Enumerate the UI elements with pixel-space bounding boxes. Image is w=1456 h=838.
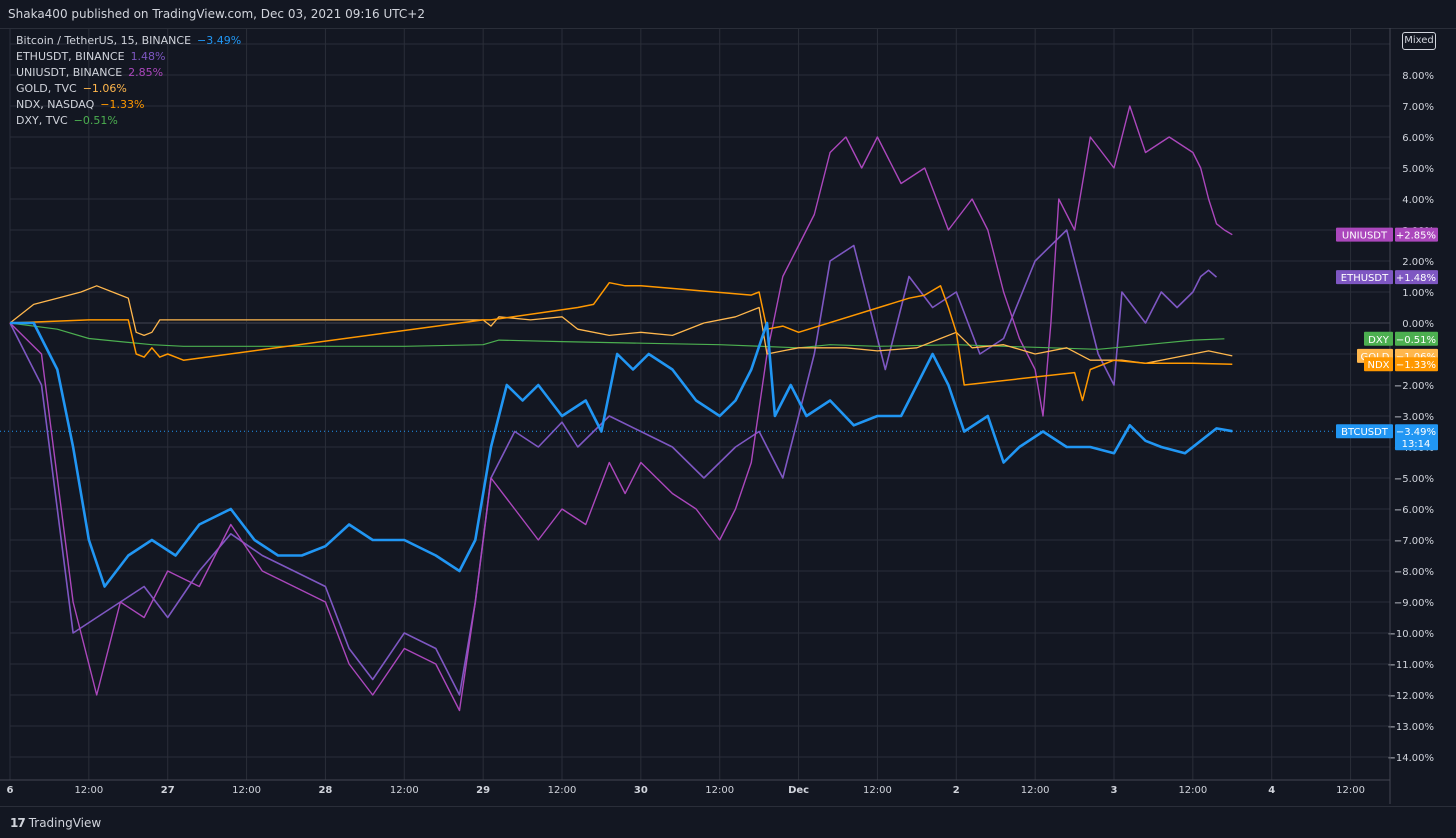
y-tick-label: −10.00% — [1387, 629, 1434, 640]
badge-series-value: −1.33% — [1396, 360, 1436, 371]
brand-name: TradingView — [28, 816, 102, 830]
x-tick-label: 12:00 — [548, 785, 577, 796]
badge-label-box — [1364, 357, 1393, 372]
legend-row[interactable]: UNIUSDT, BINANCE 2.85% — [16, 65, 241, 81]
badge-series-value: −3.49% — [1396, 427, 1436, 438]
legend-series-change: 2.85% — [128, 66, 164, 79]
x-tick-label: 12:00 — [1178, 785, 1207, 796]
x-tick-label: 6 — [7, 785, 14, 796]
price-badge-dxy: DXY −0.51% — [1364, 331, 1438, 346]
y-tick-label: 6.00% — [1402, 133, 1434, 144]
x-tick-label: 27 — [161, 785, 175, 796]
x-tick-label: 2 — [953, 785, 960, 796]
series-line-btcusdt — [10, 321, 1233, 588]
badge-series-name: NDX — [1367, 360, 1389, 371]
x-tick-label: Dec — [788, 785, 809, 796]
legend-series-name: ETHUSDT, BINANCE — [16, 50, 125, 63]
x-tick-label: 12:00 — [705, 785, 734, 796]
badge-value-box — [1395, 331, 1438, 346]
x-tick-label: 12:00 — [1336, 785, 1365, 796]
legend-row[interactable]: NDX, NASDAQ −1.33% — [16, 97, 241, 113]
y-tick-label: −14.00% — [1387, 753, 1434, 764]
badge-value-box — [1395, 424, 1438, 451]
badge-label-box — [1336, 227, 1393, 242]
legend-row[interactable]: GOLD, TVC −1.06% — [16, 81, 241, 97]
x-tick-label: 3 — [1111, 785, 1118, 796]
badge-series-name: DXY — [1368, 335, 1390, 346]
badge-countdown: 13:14 — [1402, 439, 1431, 450]
y-tick-label: −12.00% — [1387, 691, 1434, 702]
legend-series-name: UNIUSDT, BINANCE — [16, 66, 123, 79]
series-line-gold — [9, 285, 1233, 364]
x-tick-label: 29 — [476, 785, 490, 796]
badge-value-box — [1395, 357, 1438, 372]
badge-series-name: BTCUSDT — [1341, 427, 1389, 438]
x-tick-label: 12:00 — [390, 785, 419, 796]
x-tick-label: 12:00 — [74, 785, 103, 796]
badge-value-box — [1395, 227, 1438, 242]
series-line-ndx — [9, 281, 1233, 402]
legend-row[interactable]: DXY, TVC −0.51% — [16, 113, 241, 129]
legend-series-name: DXY, TVC — [16, 114, 68, 127]
badge-series-name: ETHUSDT — [1341, 273, 1389, 284]
x-tick-label: 4 — [1268, 785, 1275, 796]
price-badge-btcusdt: BTCUSDT −3.49%13:14 — [1336, 424, 1438, 451]
y-tick-label: 0.00% — [1402, 319, 1434, 330]
y-tick-label: 1.00% — [1402, 288, 1434, 299]
badge-label-box — [1336, 270, 1393, 285]
y-tick-label: −5.00% — [1394, 474, 1434, 485]
badge-series-value: −0.51% — [1396, 335, 1436, 346]
price-badge-ethusdt: ETHUSDT +1.48% — [1336, 270, 1438, 285]
legend-series-change: 1.48% — [130, 50, 166, 63]
legend-row[interactable]: Bitcoin / TetherUS, 15, BINANCE −3.49% — [16, 33, 241, 49]
series-line-uniusdt — [9, 105, 1233, 712]
y-tick-label: −11.00% — [1387, 660, 1434, 671]
x-tick-label: 12:00 — [1021, 785, 1050, 796]
y-tick-label: 5.00% — [1402, 164, 1434, 175]
badge-series-value: +1.48% — [1396, 273, 1436, 284]
footer-bar: 17 TradingView — [0, 806, 1456, 838]
legend-series-change: −1.06% — [82, 82, 127, 95]
series-line-dxy — [9, 322, 1225, 350]
legend-series-change: −1.33% — [100, 98, 145, 111]
series-line-ethusdt — [9, 229, 1218, 696]
y-tick-label: 4.00% — [1402, 195, 1434, 206]
badge-series-value: +2.85% — [1396, 231, 1436, 242]
y-tick-label: 2.00% — [1402, 257, 1434, 268]
y-tick-label: 7.00% — [1402, 102, 1434, 113]
y-tick-label: −2.00% — [1394, 381, 1434, 392]
badge-value-box — [1395, 270, 1438, 285]
y-tick-label: −7.00% — [1394, 536, 1434, 547]
legend-series-name: GOLD, TVC — [16, 82, 77, 95]
legend-series-change: −0.51% — [73, 114, 118, 127]
legend-series-change: −3.49% — [197, 34, 242, 47]
y-tick-label: −13.00% — [1387, 722, 1434, 733]
legend-row[interactable]: ETHUSDT, BINANCE 1.48% — [16, 49, 241, 65]
x-tick-label: 12:00 — [863, 785, 892, 796]
series-legend: Bitcoin / TetherUS, 15, BINANCE −3.49% ETH… — [16, 33, 241, 129]
badge-label-box — [1364, 331, 1393, 346]
legend-series-name: NDX, NASDAQ — [16, 98, 95, 111]
price-badge-ndx: NDX −1.33% — [1364, 357, 1438, 372]
badge-label-box — [1336, 424, 1393, 439]
chart-canvas[interactable]: 9.00%8.00%7.00%6.00%5.00%4.00%3.00%2.00%… — [0, 28, 1456, 806]
legend-series-name: Bitcoin / TetherUS, 15, BINANCE — [16, 34, 192, 47]
badge-series-name: UNIUSDT — [1342, 231, 1388, 242]
y-tick-label: −8.00% — [1394, 567, 1434, 578]
scale-mode-button[interactable]: Mixed — [1402, 32, 1436, 50]
x-tick-label: 28 — [318, 785, 332, 796]
y-tick-label: −9.00% — [1394, 598, 1434, 609]
y-tick-label: 8.00% — [1402, 71, 1434, 82]
price-badge-uniusdt: UNIUSDT +2.85% — [1336, 227, 1438, 242]
x-tick-label: 30 — [634, 785, 648, 796]
y-tick-label: −6.00% — [1394, 505, 1434, 516]
top-bar: Shaka400 published on TradingView.com, D… — [0, 0, 1456, 29]
x-tick-label: 12:00 — [232, 785, 261, 796]
tradingview-mark-icon: 17 — [10, 816, 26, 830]
tradingview-logo[interactable]: 17 TradingView — [10, 816, 101, 830]
published-caption: Shaka400 published on TradingView.com, D… — [8, 7, 425, 21]
y-tick-label: −3.00% — [1394, 412, 1434, 423]
